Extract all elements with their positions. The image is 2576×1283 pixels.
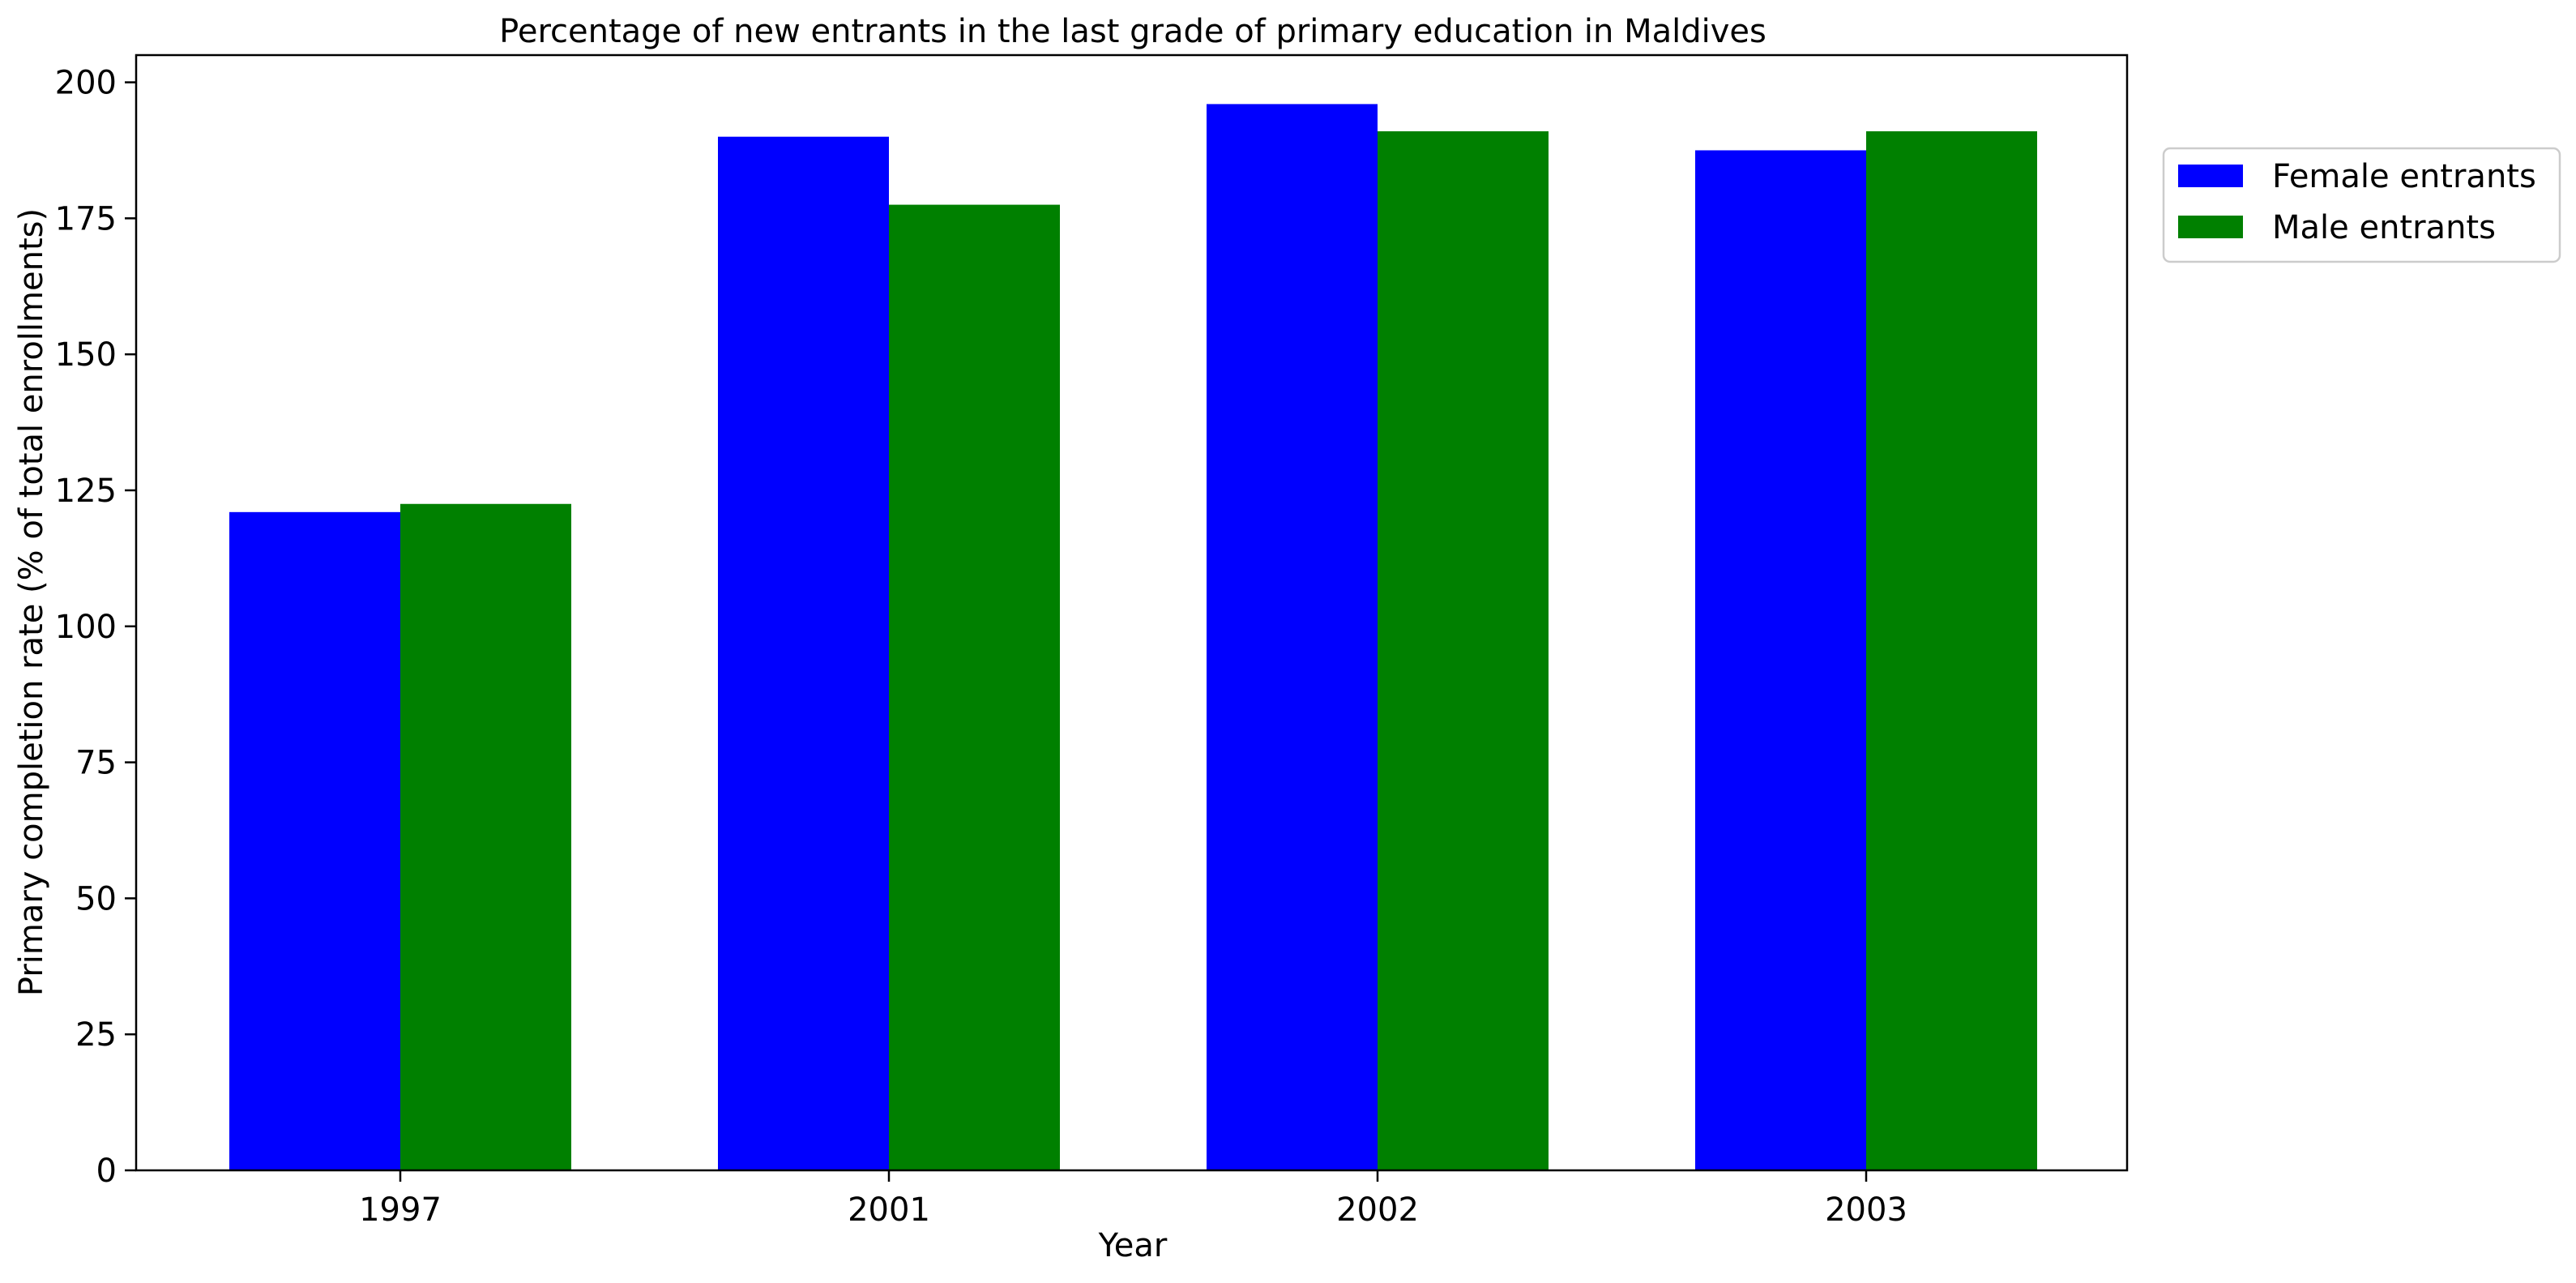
y-tick-label-25: 25 — [75, 1016, 117, 1054]
y-tick-label-175: 175 — [55, 200, 117, 237]
chart-title: Percentage of new entrants in the last g… — [499, 13, 1766, 50]
bar-male-2001 — [889, 204, 1060, 1171]
bar-female-2003 — [1695, 150, 1866, 1171]
y-tick-label-75: 75 — [75, 745, 117, 782]
y-axis: 0 25 50 75 100 125 150 175 200 — [55, 65, 136, 1190]
y-tick-label-0: 0 — [96, 1153, 117, 1190]
bars-layer — [229, 104, 2037, 1171]
bar-female-1997 — [229, 511, 400, 1170]
bar-male-2002 — [1378, 130, 1549, 1171]
x-axis-label: Year — [1098, 1227, 1168, 1264]
x-tick-label-2002: 2002 — [1336, 1191, 1419, 1229]
x-tick-label-1997: 1997 — [359, 1191, 442, 1229]
bar-male-1997 — [400, 503, 571, 1170]
legend: Female entrants Male entrants — [2162, 147, 2561, 263]
y-tick-label-125: 125 — [55, 473, 117, 510]
x-tick-label-2003: 2003 — [1825, 1191, 1907, 1229]
y-axis-label: Primary completion rate (% of total enro… — [13, 208, 50, 996]
legend-swatch-female — [2178, 165, 2243, 187]
x-axis: 1997 2001 2002 2003 — [359, 1170, 1907, 1229]
y-tick-label-200: 200 — [55, 65, 117, 102]
legend-label-male: Male entrants — [2272, 209, 2496, 246]
y-tick-label-150: 150 — [55, 336, 117, 374]
bar-female-2001 — [718, 136, 889, 1171]
legend-frame — [2162, 147, 2561, 263]
legend-swatch-male — [2178, 216, 2243, 238]
bar-female-2002 — [1207, 104, 1378, 1170]
bar-male-2003 — [1866, 130, 2037, 1171]
x-tick-label-2001: 2001 — [848, 1191, 930, 1229]
y-tick-label-50: 50 — [75, 880, 117, 917]
legend-label-female: Female entrants — [2272, 158, 2536, 195]
y-tick-label-100: 100 — [55, 609, 117, 646]
plot-frame — [135, 53, 2129, 1172]
